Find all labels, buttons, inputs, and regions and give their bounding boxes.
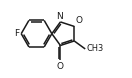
Text: O: O [57, 62, 64, 71]
Text: N: N [56, 12, 63, 21]
Text: CH3: CH3 [86, 44, 104, 53]
Text: O: O [75, 16, 82, 25]
Text: F: F [14, 29, 19, 38]
